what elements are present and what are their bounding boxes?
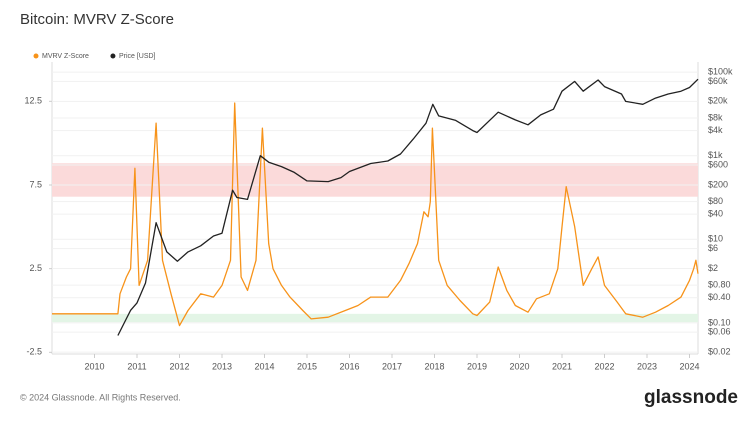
- y2-tick-label: $100k: [708, 67, 733, 77]
- y2-tick-label: $1k: [708, 150, 723, 160]
- y-tick-label: -2.5: [26, 347, 42, 357]
- y2-tick-label: $0.10: [708, 317, 731, 327]
- y2-tick-label: $0.02: [708, 346, 731, 356]
- series-line: [117, 78, 699, 336]
- y2-tick-label: $2: [708, 263, 718, 273]
- zone-band: [52, 163, 698, 197]
- y-tick-label: 12.5: [24, 96, 42, 106]
- y2-tick-label: $4k: [708, 125, 723, 135]
- y2-tick-label: $8k: [708, 112, 723, 122]
- x-tick-label: 2017: [382, 361, 402, 371]
- brand-logo: glassnode: [644, 387, 738, 408]
- y2-tick-label: $80: [708, 196, 723, 206]
- y2-tick-label: $0.06: [708, 327, 731, 337]
- legend-label: Price [USD]: [119, 53, 156, 60]
- x-tick-label: 2024: [679, 361, 699, 371]
- y2-tick-label: $200: [708, 179, 728, 189]
- x-tick-label: 2016: [339, 361, 359, 371]
- legend-label: MVRV Z-Score: [42, 53, 89, 60]
- x-tick-label: 2021: [552, 361, 572, 371]
- x-tick-label: 2022: [594, 361, 614, 371]
- x-tick-label: 2019: [467, 361, 487, 371]
- chart-title: Bitcoin: MVRV Z-Score: [20, 11, 174, 28]
- y2-tick-label: $6: [708, 243, 718, 253]
- y2-tick-label: $10: [708, 234, 723, 244]
- legend-marker: [33, 53, 39, 59]
- footer: © 2024 Glassnode. All Rights Reserved.: [20, 392, 181, 402]
- x-tick-label: 2013: [212, 361, 232, 371]
- y2-tick-label: $60k: [708, 76, 728, 86]
- x-tick-label: 2015: [297, 361, 317, 371]
- y2-tick-label: $40: [708, 209, 723, 219]
- y2-tick-label: $20k: [708, 96, 728, 106]
- legend-marker: [110, 53, 116, 59]
- x-tick-label: 2012: [169, 361, 189, 371]
- x-tick-label: 2023: [637, 361, 657, 371]
- zone-band: [52, 313, 698, 323]
- y2-tick-label: $0.40: [708, 292, 731, 302]
- x-tick-label: 2011: [127, 361, 146, 371]
- y-tick-label: 7.5: [29, 179, 42, 189]
- x-tick-label: 2018: [424, 361, 444, 371]
- x-tick-label: 2020: [509, 361, 529, 371]
- series-line: [52, 102, 699, 327]
- y2-tick-label: $600: [708, 159, 728, 169]
- y-tick-label: 2.5: [29, 263, 42, 273]
- x-tick-label: 2010: [84, 361, 104, 371]
- x-tick-label: 2014: [254, 361, 274, 371]
- y2-tick-label: $0.80: [708, 280, 731, 290]
